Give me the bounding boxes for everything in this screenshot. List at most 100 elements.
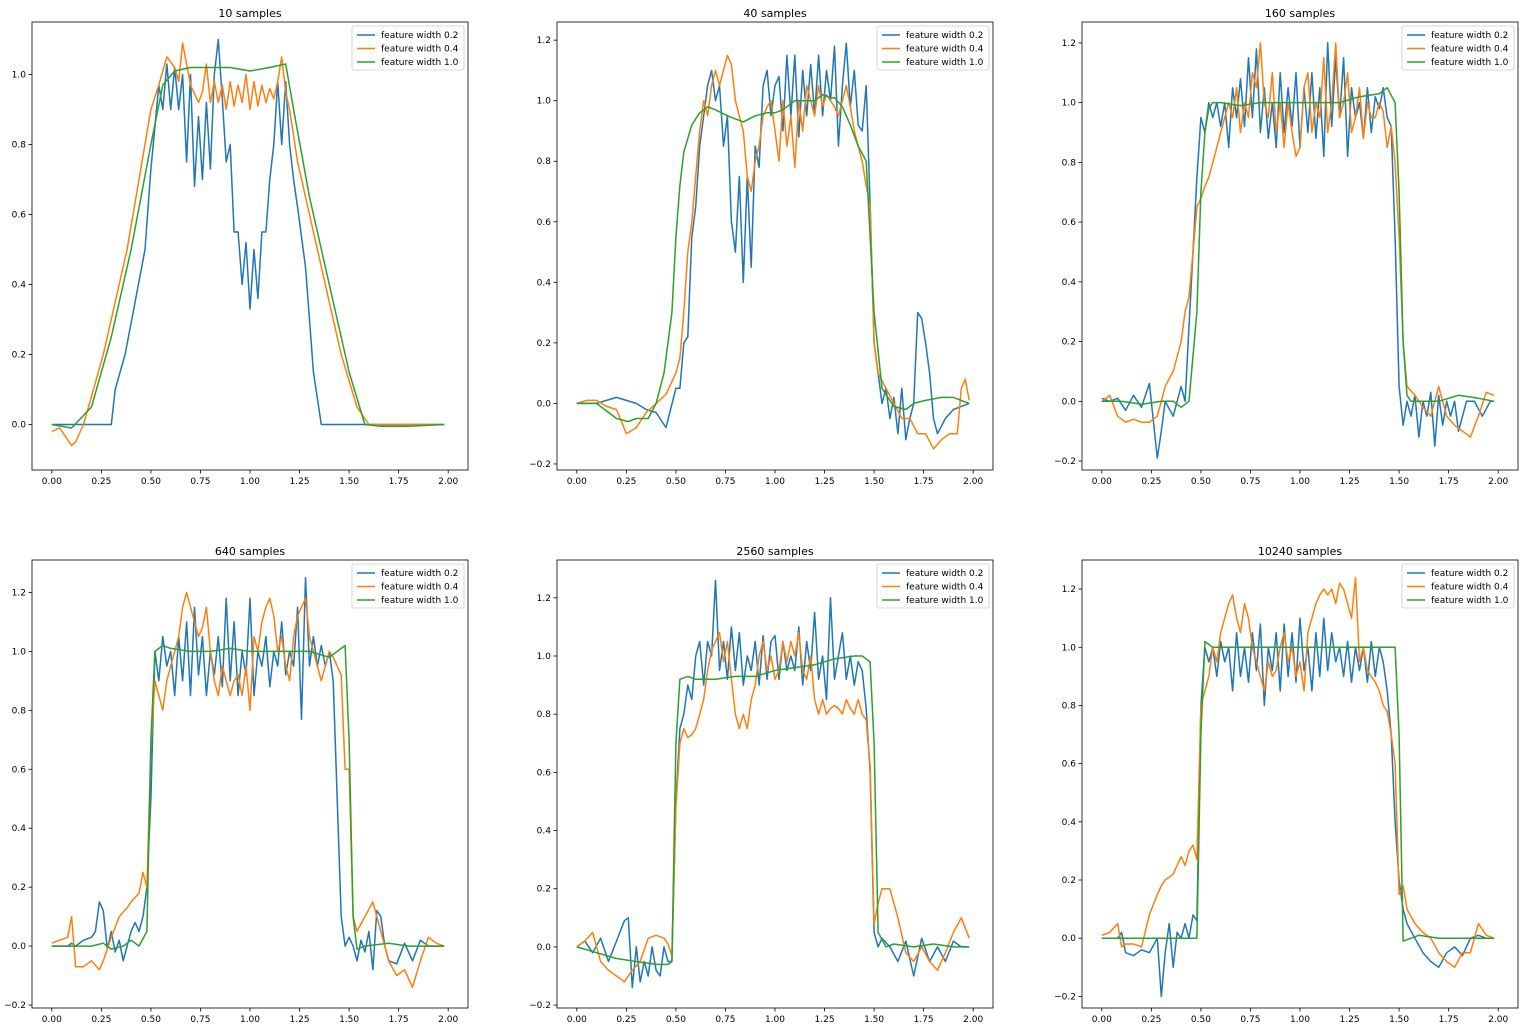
y-tick-label: 0.0 <box>1062 934 1077 944</box>
legend-label-3: feature width 1.0 <box>906 58 984 68</box>
legend-box <box>876 25 990 71</box>
chart-panel-5: 2560 samples 0.00 0.25 0.50 0.75 1.00 1.25 1.50… <box>529 545 994 1025</box>
y-tick-label: 0.0 <box>1062 397 1077 407</box>
y-tick-label: 1.0 <box>12 71 27 81</box>
series-line-2 <box>576 54 970 450</box>
y-tick-label: 1.0 <box>537 97 552 107</box>
x-tick-label: 1.00 <box>240 1015 260 1025</box>
y-tick-label: 1.0 <box>1062 99 1077 109</box>
y-tick-label: −0.2 <box>529 1001 551 1011</box>
x-tick-label: 1.25 <box>1340 477 1360 487</box>
x-tick-label: 1.25 <box>1340 1015 1360 1025</box>
legend-box <box>1401 563 1515 609</box>
legend-label-3: feature width 1.0 <box>381 58 459 68</box>
x-tick-label: 0.75 <box>1240 1015 1260 1025</box>
x-tick-label: 2.00 <box>963 477 983 487</box>
legend-label-1: feature width 0.2 <box>906 31 983 41</box>
series-line-2 <box>576 631 970 983</box>
x-tick-label: 1.00 <box>1290 477 1310 487</box>
x-tick-label: 0.75 <box>715 1015 735 1025</box>
x-tick-label: 2.00 <box>438 477 458 487</box>
y-tick-label: 0.4 <box>12 281 27 291</box>
x-tick-label: 1.25 <box>290 1015 310 1025</box>
x-tick-label: 1.50 <box>1389 1015 1409 1025</box>
y-tick-label: 0.8 <box>12 141 27 151</box>
axes-frame <box>31 21 469 471</box>
y-tick-label: 0.6 <box>537 218 552 228</box>
y-tick-label: 0.4 <box>537 827 552 837</box>
y-tick-label: 0.2 <box>537 339 551 349</box>
x-tick-label: 0.00 <box>42 1015 62 1025</box>
y-tick-label: −0.2 <box>1054 457 1076 467</box>
y-tick-label: 0.6 <box>12 765 27 775</box>
y-tick-label: 0.6 <box>1062 218 1077 228</box>
y-tick-label: −0.2 <box>4 1001 26 1011</box>
legend: feature width 0.2 feature width 0.4 featur… <box>1401 25 1515 71</box>
y-tick-label: 0.4 <box>12 824 27 834</box>
legend-label-1: feature width 0.2 <box>1431 31 1508 41</box>
x-tick-label: 0.50 <box>666 1015 686 1025</box>
y-tick-label: −0.2 <box>529 460 551 470</box>
x-tick-label: 0.75 <box>715 477 735 487</box>
legend-label-2: feature width 0.4 <box>1431 583 1509 593</box>
y-tick-label: 0.0 <box>12 421 27 431</box>
x-tick-label: 0.25 <box>616 477 636 487</box>
chart-title: 2560 samples <box>736 545 813 558</box>
y-tick-label: 0.6 <box>1062 760 1077 770</box>
x-tick-label: 0.25 <box>91 1015 111 1025</box>
x-tick-label: 1.75 <box>389 477 409 487</box>
y-tick-label: 0.8 <box>1062 701 1077 711</box>
y-tick-label: 1.0 <box>537 652 552 662</box>
axes-frame <box>31 559 469 1009</box>
x-tick-label: 1.75 <box>914 477 934 487</box>
x-tick-label: 2.00 <box>963 1015 983 1025</box>
x-tick-label: 1.25 <box>290 477 310 487</box>
legend: feature width 0.2 feature width 0.4 featur… <box>351 563 465 609</box>
y-tick-label: 0.0 <box>537 943 552 953</box>
y-tick-label: 0.8 <box>12 706 27 716</box>
x-tick-label: 0.00 <box>567 477 587 487</box>
legend-box <box>351 25 465 71</box>
x-tick-label: 1.50 <box>1389 477 1409 487</box>
series-line-2 <box>51 42 445 447</box>
x-tick-label: 1.00 <box>240 477 260 487</box>
chart-title: 10240 samples <box>1258 545 1342 558</box>
y-tick-label: 0.4 <box>537 278 552 288</box>
series-line-1 <box>576 579 970 989</box>
legend-label-2: feature width 0.4 <box>381 583 459 593</box>
y-tick-label: 0.0 <box>537 399 552 409</box>
y-tick-label: 1.2 <box>537 36 551 46</box>
x-tick-label: 0.00 <box>567 1015 587 1025</box>
y-tick-label: 1.2 <box>1062 585 1076 595</box>
series-line-3 <box>576 93 970 423</box>
y-tick-label: −0.2 <box>1054 992 1076 1002</box>
legend-label-2: feature width 0.4 <box>906 45 984 55</box>
legend: feature width 0.2 feature width 0.4 featur… <box>351 25 465 71</box>
x-tick-label: 0.75 <box>190 1015 210 1025</box>
x-tick-label: 0.00 <box>1092 1015 1112 1025</box>
legend-label-2: feature width 0.4 <box>381 45 459 55</box>
y-tick-label: 0.6 <box>537 768 552 778</box>
y-tick-label: 0.2 <box>1062 876 1076 886</box>
series-line-3 <box>1101 86 1495 409</box>
series-line-3 <box>51 644 445 950</box>
x-tick-label: 0.50 <box>666 477 686 487</box>
y-tick-label: 0.8 <box>1062 158 1077 168</box>
x-tick-label: 0.00 <box>42 477 62 487</box>
series-line-2 <box>1101 576 1495 969</box>
y-tick-label: 1.0 <box>12 647 27 657</box>
x-tick-label: 0.50 <box>1191 1015 1211 1025</box>
series-line-1 <box>1101 42 1495 459</box>
y-tick-label: 1.2 <box>12 588 26 598</box>
y-tick-label: 0.8 <box>537 710 552 720</box>
x-tick-label: 1.75 <box>389 1015 409 1025</box>
x-tick-label: 1.00 <box>765 1015 785 1025</box>
legend-label-1: feature width 0.2 <box>381 31 458 41</box>
x-tick-label: 0.25 <box>1141 477 1161 487</box>
series-line-2 <box>1101 42 1495 438</box>
y-tick-label: 1.2 <box>537 594 551 604</box>
series-line-3 <box>576 655 970 966</box>
x-tick-label: 0.75 <box>190 477 210 487</box>
y-tick-label: 0.4 <box>1062 278 1077 288</box>
series-line-3 <box>1101 640 1495 942</box>
